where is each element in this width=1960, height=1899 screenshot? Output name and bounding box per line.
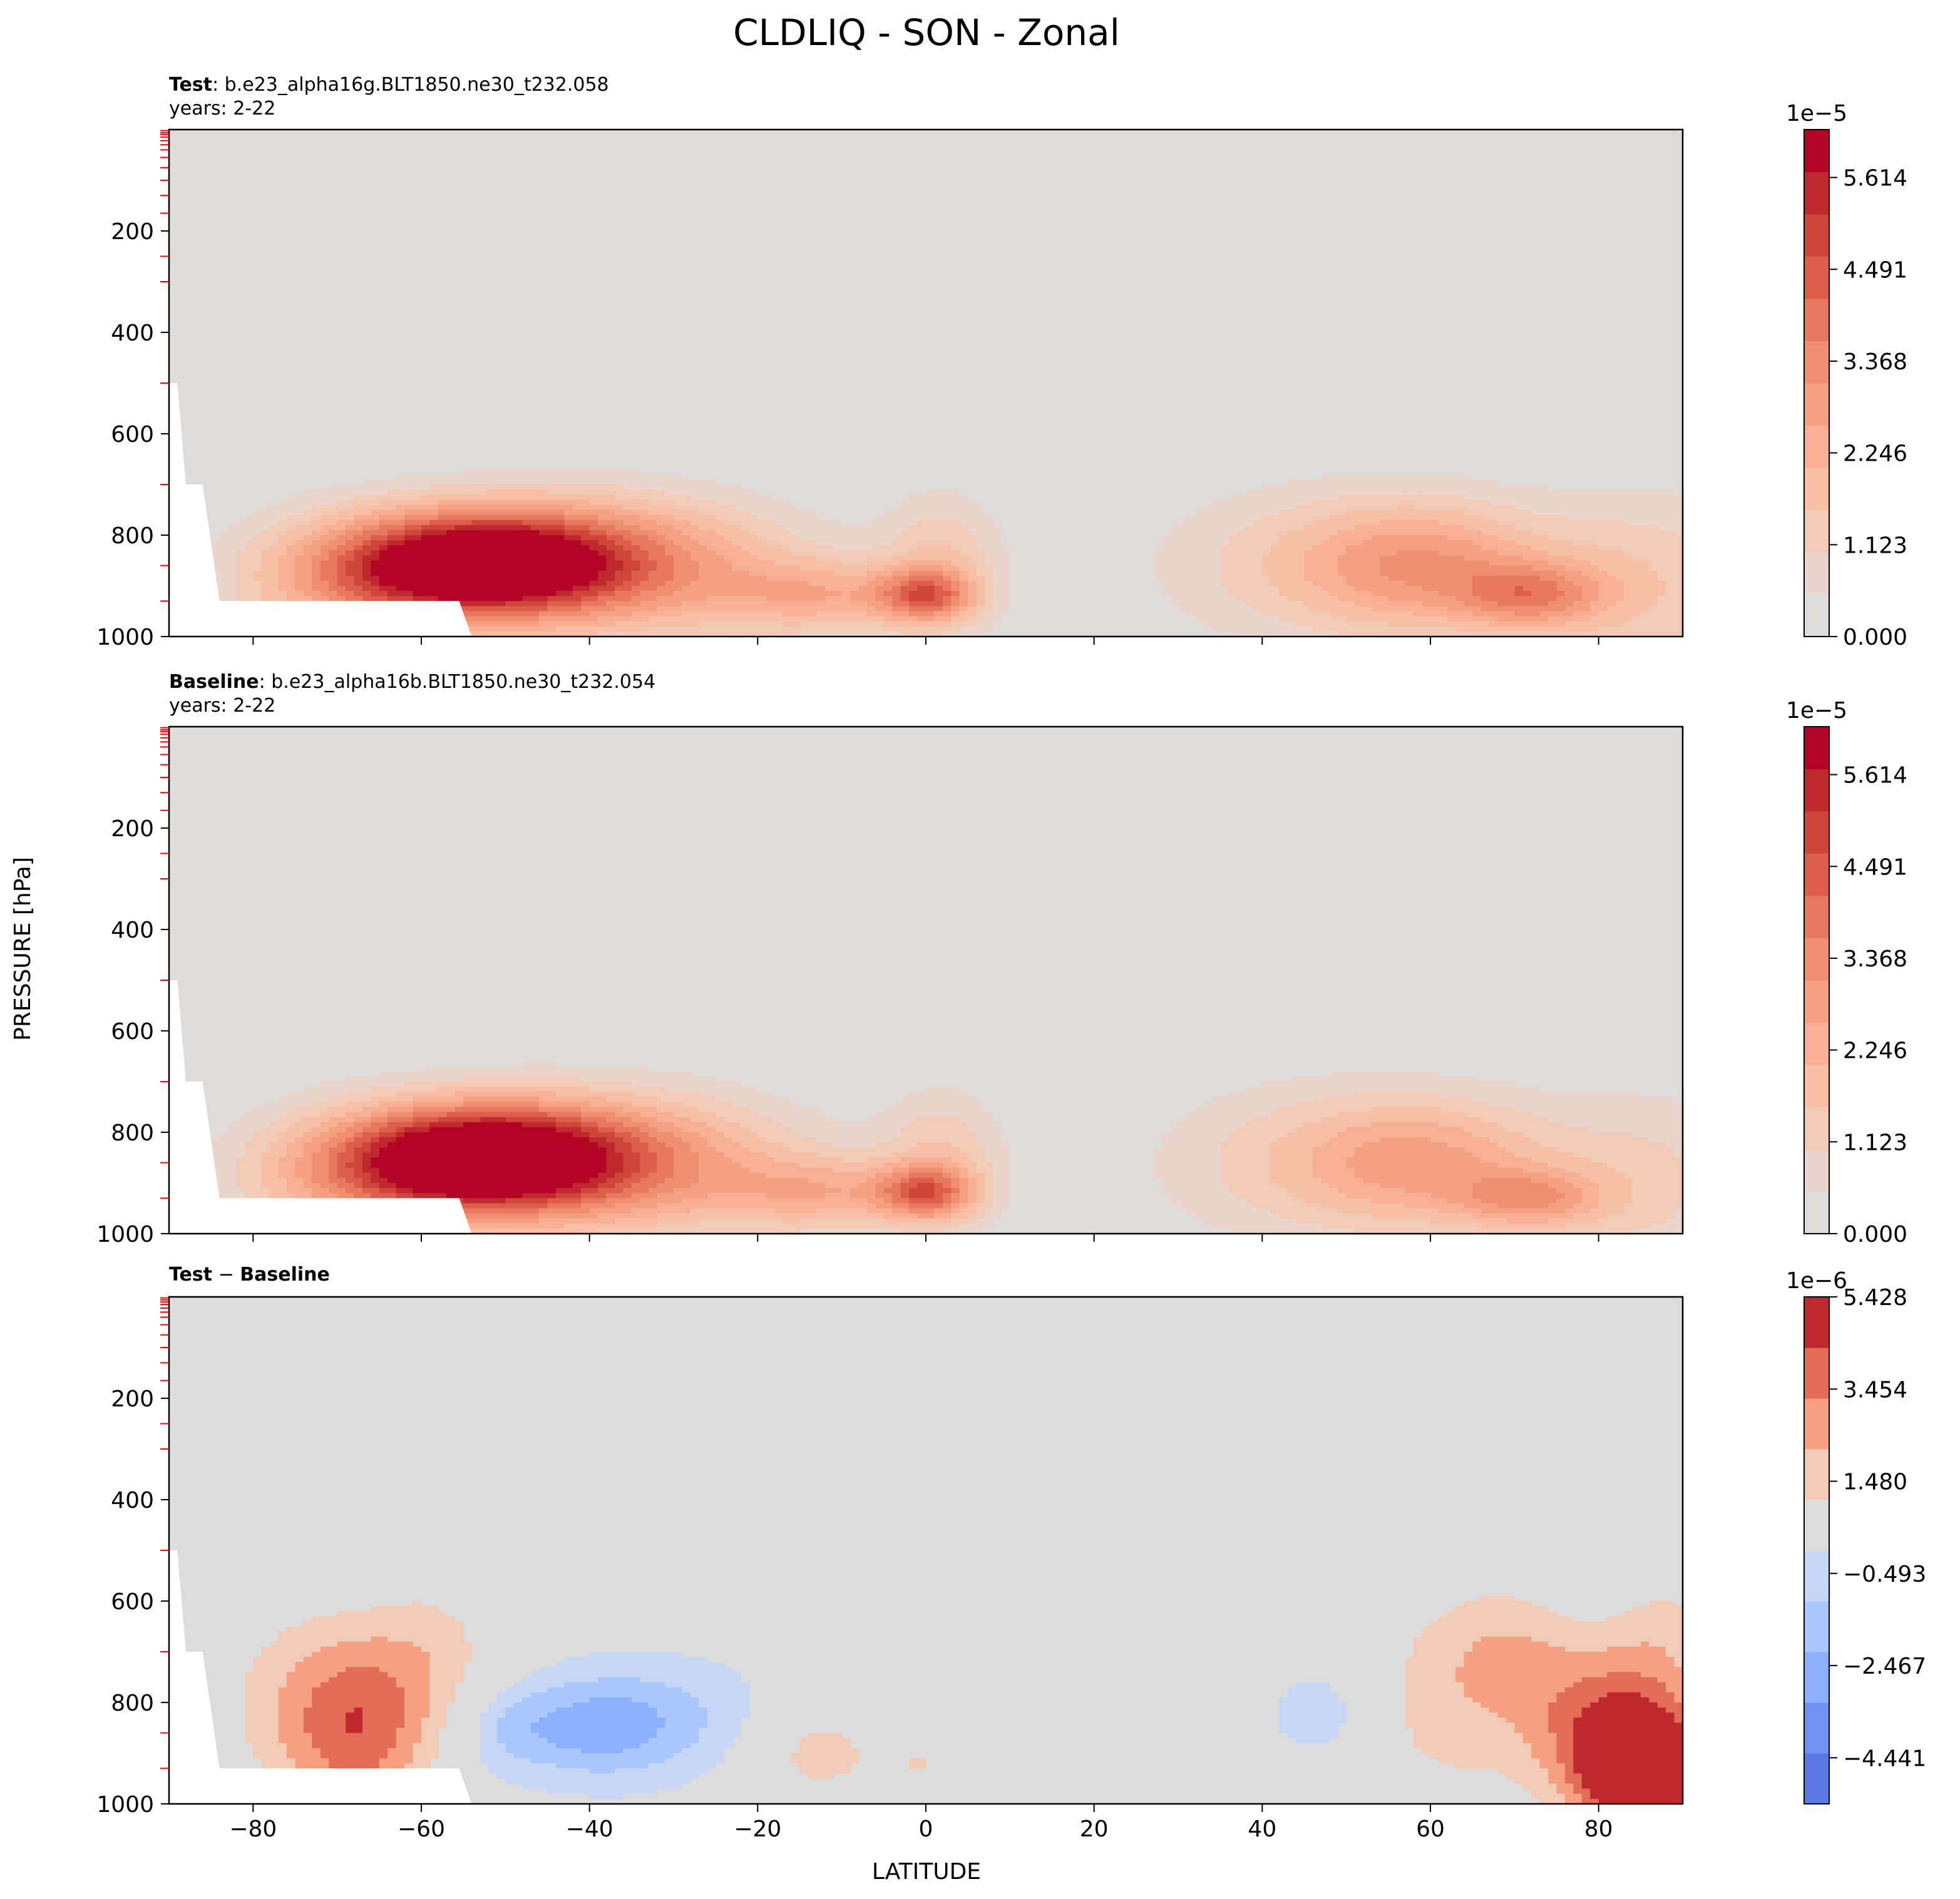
- y-tick-label: 400: [111, 320, 154, 346]
- colorbar-tick-label: 4.491: [1843, 257, 1907, 283]
- x-tick-label: 80: [1584, 1816, 1613, 1842]
- colorbar-swatch: [1804, 1500, 1829, 1551]
- x-tick-label: 60: [1416, 1816, 1445, 1842]
- x-tick-label: 0: [919, 1816, 933, 1842]
- colorbar-tick-label: −4.441: [1843, 1746, 1926, 1771]
- colorbar-swatch: [1804, 552, 1829, 595]
- y-axis-label: PRESSURE [hPa]: [10, 857, 36, 1041]
- panel-baseline: Baseline: b.e23_alpha16b.BLT1850.ne30_t2…: [96, 671, 1907, 1247]
- x-axis-label: LATITUDE: [872, 1859, 981, 1885]
- colorbar-swatch: [1804, 383, 1829, 426]
- y-tick-label: 200: [111, 219, 154, 245]
- colorbar-swatch: [1804, 340, 1829, 384]
- colorbar-tick-label: 0.000: [1843, 625, 1907, 650]
- colorbar-tick-label: 3.368: [1843, 946, 1907, 972]
- colorbar-test: 5.614 4.491 3.368 2.246 1.123 0.000 1e−5: [1786, 101, 1907, 650]
- colorbar-multiplier: 1e−6: [1786, 1268, 1847, 1294]
- colorbar-swatch: [1804, 214, 1829, 257]
- colorbar-tick-label: 2.246: [1843, 1038, 1907, 1064]
- topography-mask: [169, 1550, 472, 1804]
- x-tick-label: −20: [734, 1816, 781, 1842]
- colorbar-swatch: [1804, 299, 1829, 341]
- colorbar-swatch: [1804, 130, 1829, 172]
- colorbar-swatch: [1804, 1107, 1829, 1150]
- colorbar-swatch: [1804, 1348, 1829, 1399]
- colorbar-tick-label: −2.467: [1843, 1654, 1926, 1679]
- colorbar-swatch: [1804, 980, 1829, 1023]
- y-tick-label: 400: [111, 918, 154, 943]
- colorbar-swatch: [1804, 1191, 1829, 1234]
- colorbar-swatch: [1804, 509, 1829, 553]
- topography-mask: [169, 383, 472, 637]
- colorbar-swatch: [1804, 1753, 1829, 1804]
- x-tick-label: −80: [229, 1816, 277, 1842]
- colorbar-swatch: [1804, 1550, 1829, 1602]
- colorbar-tick-label: 1.123: [1843, 1130, 1907, 1155]
- colorbar-tick-label: 0.000: [1843, 1222, 1907, 1247]
- x-tick-label: −40: [566, 1816, 613, 1842]
- panel-subtitle: years: 2-22: [169, 98, 275, 120]
- x-tick-label: 20: [1080, 1816, 1109, 1842]
- colorbar-diff: 5.428 3.454 1.480 −0.493 −2.467 −4.441 1e−6: [1786, 1268, 1926, 1804]
- colorbar-swatch: [1804, 769, 1829, 812]
- colorbar-swatch: [1804, 256, 1829, 299]
- colorbar-swatch: [1804, 425, 1829, 468]
- y-tick-label: 200: [111, 816, 154, 842]
- colorbar-tick-label: −0.493: [1843, 1562, 1926, 1587]
- colorbar-swatch: [1804, 1297, 1829, 1348]
- contour-field: [244, 1595, 1683, 1804]
- y-tick-label: 200: [111, 1386, 154, 1412]
- colorbar-tick-label: 1.480: [1843, 1470, 1907, 1495]
- colorbar-swatch: [1804, 853, 1829, 896]
- colorbar-swatch: [1804, 938, 1829, 981]
- colorbar-swatch: [1804, 594, 1829, 637]
- y-tick-label: 400: [111, 1488, 154, 1513]
- y-tick-label: 800: [111, 523, 154, 549]
- panel-label: Baseline: b.e23_alpha16b.BLT1850.ne30_t2…: [169, 671, 655, 693]
- colorbar-tick-label: 3.454: [1843, 1377, 1907, 1403]
- colorbar-tick-label: 3.368: [1843, 349, 1907, 375]
- colorbar-swatch: [1804, 811, 1829, 854]
- colorbar-swatch: [1804, 896, 1829, 938]
- colorbar-swatch: [1804, 1652, 1829, 1703]
- colorbar-multiplier: 1e−5: [1786, 698, 1847, 724]
- colorbar-swatch: [1804, 1398, 1829, 1450]
- panel-test: Test: b.e23_alpha16g.BLT1850.ne30_t232.0…: [96, 74, 1907, 650]
- colorbar-tick-label: 4.491: [1843, 854, 1907, 880]
- figure-title: CLDLIQ - SON - Zonal: [733, 11, 1120, 54]
- panel-label: Test − Baseline: [169, 1264, 330, 1286]
- y-tick-label: 1000: [96, 625, 154, 650]
- y-tick-label: 1000: [96, 1792, 154, 1818]
- x-tick-label: −60: [398, 1816, 445, 1842]
- y-tick-label: 600: [111, 1019, 154, 1045]
- panel-subtitle: years: 2-22: [169, 695, 275, 717]
- colorbar-swatch: [1804, 1065, 1829, 1107]
- colorbar-swatch: [1804, 1022, 1829, 1065]
- y-tick-label: 800: [111, 1120, 154, 1146]
- topography-mask: [169, 980, 472, 1234]
- colorbar-swatch: [1804, 171, 1829, 215]
- colorbar-swatch: [1804, 1149, 1829, 1192]
- colorbar-tick-label: 5.614: [1843, 166, 1907, 192]
- colorbar-multiplier: 1e−5: [1786, 101, 1847, 126]
- colorbar-swatch: [1804, 727, 1829, 769]
- colorbar-tick-label: 2.246: [1843, 441, 1907, 467]
- y-tick-label: 800: [111, 1691, 154, 1716]
- colorbar-swatch: [1804, 1702, 1829, 1754]
- colorbar-baseline: 5.614 4.491 3.368 2.246 1.123 0.000 1e−5: [1786, 698, 1907, 1247]
- colorbar-swatch: [1804, 1449, 1829, 1500]
- y-tick-label: 600: [111, 1589, 154, 1615]
- y-tick-label: 600: [111, 422, 154, 448]
- panel-label: Test: b.e23_alpha16g.BLT1850.ne30_t232.0…: [169, 74, 609, 96]
- x-tick-label: 40: [1248, 1816, 1276, 1842]
- y-tick-label: 1000: [96, 1222, 154, 1247]
- colorbar-tick-label: 1.123: [1843, 533, 1907, 558]
- colorbar-tick-label: 5.614: [1843, 763, 1907, 789]
- colorbar-swatch: [1804, 1601, 1829, 1652]
- colorbar-tick-label: 5.428: [1843, 1285, 1907, 1311]
- colorbar-swatch: [1804, 468, 1829, 510]
